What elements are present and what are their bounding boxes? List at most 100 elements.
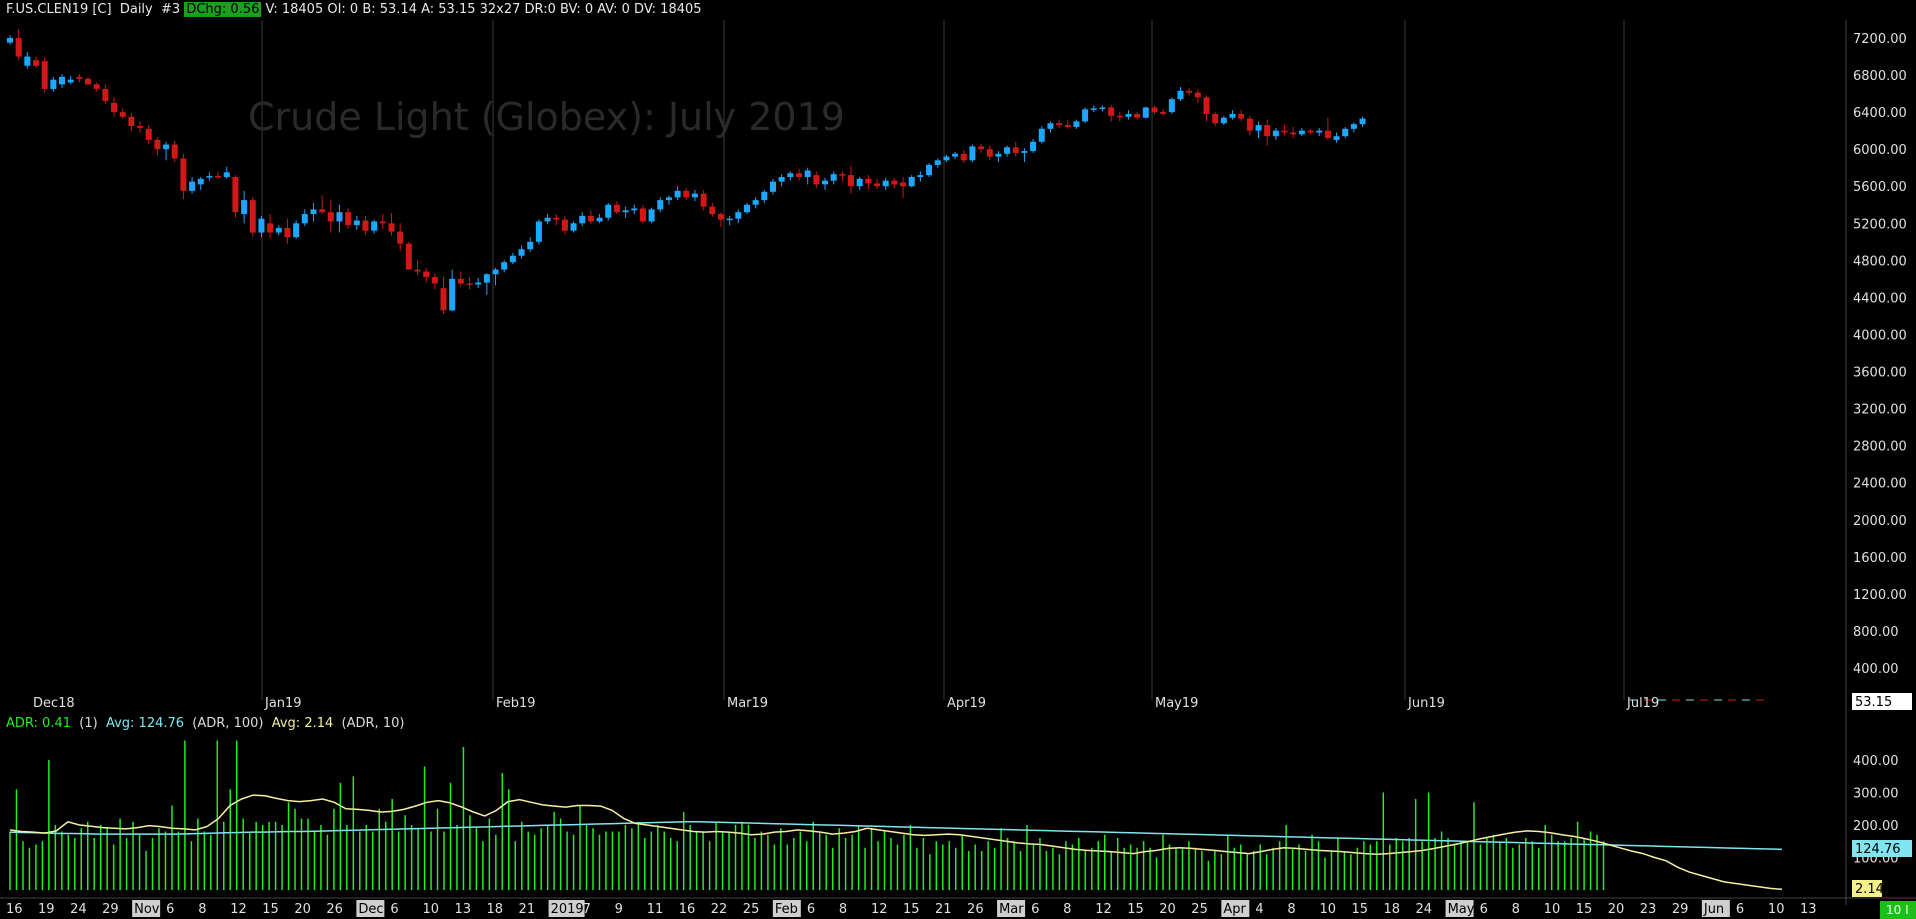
date-label: 16 [679,902,696,917]
date-highlight [772,900,801,917]
candle-body [1264,125,1271,137]
candle-body [1246,118,1253,131]
date-label: 8 [1063,902,1071,917]
candle-body [1004,147,1011,154]
candle-body [59,76,66,85]
candle-body [180,158,187,191]
date-highlight [1701,900,1730,917]
date-label: 18 [487,902,504,917]
candle-body [795,173,802,177]
candle-body [171,144,178,159]
indicator-header: ADR: 0.41 (1) Avg: 124.76 (ADR, 100) Avg… [6,716,404,731]
price-tick-label: 6000.00 [1853,143,1907,158]
indicator-tick-label: 200.00 [1853,819,1899,834]
candle-body [553,217,560,220]
candle-body [535,221,542,242]
candle-body [917,175,924,177]
candle-body [700,193,707,207]
date-highlight [548,900,585,917]
candlestick-series [7,28,1764,701]
candle-body [327,212,334,222]
avg100-line [9,821,1783,851]
candle-body [145,128,152,140]
candle-body [613,204,620,213]
date-label: 16 [6,902,23,917]
candle-body [336,212,343,222]
candle-body [267,223,274,233]
date-label: 10 [1544,902,1561,917]
candle-body [657,200,664,210]
candle-body [1203,97,1210,114]
candle-body [362,220,369,231]
date-label-highlighted: May [1448,902,1475,917]
candle-body [1186,90,1193,93]
candle-body [665,197,672,201]
candle-body [986,149,993,157]
avg100-value-tag [1852,840,1912,857]
candle-body [301,214,308,224]
candle-body [163,144,170,150]
candle-body [1090,108,1097,110]
candle-body [882,180,889,187]
date-label: 20 [294,902,311,917]
avg100-value: Avg: 124.76 [105,716,185,731]
candle-body [206,176,213,178]
candle-body [596,217,603,222]
clock-tag [1880,901,1916,919]
date-label-highlighted: 2019 [551,902,584,917]
candle-body [492,269,499,275]
candle-body [1290,132,1297,135]
avg10-value-tag [1852,880,1882,897]
price-tick-label: 4400.00 [1853,291,1907,306]
candle-body [509,255,516,263]
candle-body [414,269,421,272]
date-label: 13 [454,902,471,917]
candle-body [544,217,551,222]
date-label: 10 [1768,902,1785,917]
date-label: 20 [1159,902,1176,917]
candle-body [119,112,126,117]
candle-body [752,200,759,205]
candle-body [830,174,837,181]
date-highlight [1221,900,1250,917]
date-label: 13 [1800,902,1817,917]
date-label: 10 [1319,902,1336,917]
month-label: Apr19 [947,696,986,711]
dchg-badge: DChg: 0.56 [184,2,262,17]
candle-body [85,78,92,85]
candle-body [189,181,196,191]
candle-body [978,146,985,150]
last-price-label: 53.15 [1855,695,1892,710]
candle-body [952,153,959,157]
candle-body [50,79,57,89]
candle-body [839,174,846,176]
month-label: Jun19 [1407,696,1445,711]
axes: Dec18 Jan19 Feb19 Mar19 Apr19 May19 Jun19 Jul19… [0,20,1916,919]
candle-body [1324,130,1331,139]
price-tick-label: 3600.00 [1853,366,1907,381]
candle-body [154,139,161,150]
date-label-highlighted: Mar [999,902,1024,917]
last-price-tag [1852,693,1912,710]
candle-body [1056,123,1063,126]
candle-body [1038,128,1045,142]
candle-body [1316,130,1323,133]
candle-body [570,223,577,231]
indicator-tick-label: 400.00 [1853,754,1899,769]
avg10-line [9,794,1783,891]
date-label-highlighted: Nov [134,902,160,917]
candle-body [388,223,395,232]
date-label: 11 [647,902,664,917]
candle-body [431,277,438,284]
price-tick-label: 1200.00 [1853,588,1907,603]
candle-body [1151,107,1158,113]
avg10-value-label: 2.14 [1855,882,1884,897]
date-label: 24 [70,902,87,917]
date-label: 29 [1672,902,1689,917]
candle-body [674,190,681,198]
candle-body [639,208,646,222]
date-label: 6 [166,902,174,917]
candle-body [856,178,863,187]
